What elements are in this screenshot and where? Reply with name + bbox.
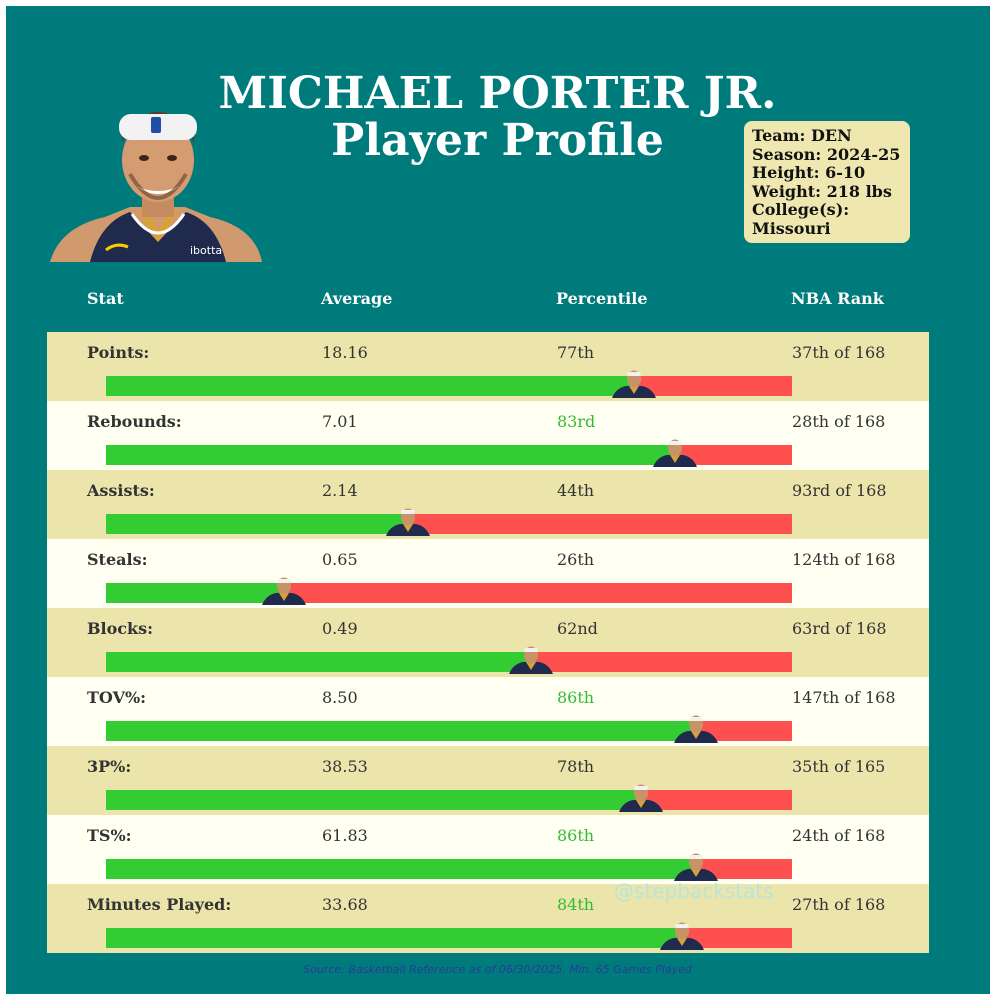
percentile-bar-remaining xyxy=(696,859,792,879)
stat-label: Points: xyxy=(87,343,150,362)
stat-label: Minutes Played: xyxy=(87,895,232,914)
player-marker-icon xyxy=(674,713,718,747)
percentile-bar-remaining xyxy=(408,514,792,534)
player-marker-icon xyxy=(612,368,656,402)
average-value: 7.01 xyxy=(322,412,358,431)
nba-rank-value: 35th of 165 xyxy=(792,757,886,776)
percentile-value: 26th xyxy=(557,550,595,569)
percentile-bar xyxy=(106,646,792,674)
table-row: 3P%: 38.53 78th 35th of 165 xyxy=(47,746,929,815)
nba-rank-value: 124th of 168 xyxy=(792,550,896,569)
average-value: 2.14 xyxy=(322,481,358,500)
percentile-bar-filled xyxy=(106,721,696,741)
table-row: TS%: 61.83 86th 24th of 168 xyxy=(47,815,929,884)
average-value: 61.83 xyxy=(322,826,368,845)
player-marker-icon xyxy=(660,920,704,954)
percentile-bar xyxy=(106,577,792,605)
percentile-bar-filled xyxy=(106,583,284,603)
table-row: Blocks: 0.49 62nd 63rd of 168 xyxy=(47,608,929,677)
info-college-label: College(s): xyxy=(752,200,850,219)
percentile-value: 84th xyxy=(557,895,595,914)
nba-rank-value: 63rd of 168 xyxy=(792,619,887,638)
player-marker-icon xyxy=(386,506,430,540)
percentile-bar-filled xyxy=(106,445,675,465)
source-note: Source: Basketball Reference as of 06/30… xyxy=(303,963,692,976)
percentile-bar-filled xyxy=(106,376,634,396)
stat-label: Blocks: xyxy=(87,619,154,638)
average-value: 0.49 xyxy=(322,619,358,638)
percentile-bar xyxy=(106,715,792,743)
percentile-value: 44th xyxy=(557,481,595,500)
percentile-bar xyxy=(106,853,792,881)
percentile-bar xyxy=(106,370,792,398)
average-value: 0.65 xyxy=(322,550,358,569)
chart-title: MICHAEL PORTER JR. xyxy=(218,68,777,119)
watermark: @stepbackstats xyxy=(614,879,774,903)
stat-label: TS%: xyxy=(87,826,132,845)
header-average: Average xyxy=(321,289,393,308)
nba-rank-value: 27th of 168 xyxy=(792,895,886,914)
table-row: Minutes Played: 33.68 84th 27th of 168 xyxy=(47,884,929,953)
percentile-value: 77th xyxy=(557,343,595,362)
percentile-bar-filled xyxy=(106,928,682,948)
info-team: Team: DEN xyxy=(752,126,852,145)
player-marker-icon xyxy=(262,575,306,609)
percentile-bar xyxy=(106,508,792,536)
info-college: Missouri xyxy=(752,218,831,238)
player-marker-icon xyxy=(509,644,553,678)
stat-label: 3P%: xyxy=(87,757,132,776)
percentile-bar-remaining xyxy=(696,721,792,741)
info-season: Season: 2024-25 xyxy=(752,144,901,164)
percentile-bar-remaining xyxy=(634,376,792,396)
percentile-bar xyxy=(106,784,792,812)
chart-subtitle: Player Profile xyxy=(331,115,664,166)
nba-rank-value: 147th of 168 xyxy=(792,688,896,707)
nba-rank-value: 37th of 168 xyxy=(792,343,886,362)
table-row: Rebounds: 7.01 83rd 28th of 168 xyxy=(47,401,929,470)
stat-label: Steals: xyxy=(87,550,148,569)
percentile-bar xyxy=(106,922,792,950)
table-row: Assists: 2.14 44th 93rd of 168 xyxy=(47,470,929,539)
header-percentile: Percentile xyxy=(556,289,648,308)
info-height: Height: 6-10 xyxy=(752,163,866,182)
percentile-bar-remaining xyxy=(284,583,792,603)
player-marker-icon xyxy=(653,437,697,471)
stats-table: Points: 18.16 77th 37th of 168 Rebounds: 7.01… xyxy=(47,332,929,953)
stat-label: Assists: xyxy=(87,481,155,500)
nba-rank-value: 24th of 168 xyxy=(792,826,886,845)
header-stat: Stat xyxy=(87,289,124,308)
header-nba-rank: NBA Rank xyxy=(791,289,884,308)
percentile-bar-filled xyxy=(106,652,531,672)
player-marker-icon xyxy=(619,782,663,816)
percentile-value: 78th xyxy=(557,757,595,776)
info-weight: Weight: 218 lbs xyxy=(752,181,892,201)
nba-rank-value: 93rd of 168 xyxy=(792,481,887,500)
percentile-bar-filled xyxy=(106,859,696,879)
percentile-bar-remaining xyxy=(675,445,792,465)
percentile-value: 86th xyxy=(557,826,595,845)
average-value: 38.53 xyxy=(322,757,368,776)
table-row: Steals: 0.65 26th 124th of 168 xyxy=(47,539,929,608)
svg-text:ibotta: ibotta xyxy=(190,244,222,257)
percentile-bar-remaining xyxy=(531,652,792,672)
percentile-bar xyxy=(106,439,792,467)
player-info-box: Team: DEN Season: 2024-25 Height: 6-10 W… xyxy=(744,121,910,243)
stat-label: Rebounds: xyxy=(87,412,182,431)
percentile-value: 86th xyxy=(557,688,595,707)
average-value: 33.68 xyxy=(322,895,368,914)
percentile-value: 62nd xyxy=(557,619,598,638)
percentile-bar-filled xyxy=(106,514,408,534)
player-headshot-image: ibotta xyxy=(50,112,262,262)
percentile-bar-remaining xyxy=(641,790,792,810)
table-row: TOV%: 8.50 86th 147th of 168 xyxy=(47,677,929,746)
average-value: 8.50 xyxy=(322,688,358,707)
stat-label: TOV%: xyxy=(87,688,147,707)
percentile-bar-remaining xyxy=(682,928,792,948)
nba-rank-value: 28th of 168 xyxy=(792,412,886,431)
percentile-bar-filled xyxy=(106,790,641,810)
player-marker-icon xyxy=(674,851,718,885)
table-row: Points: 18.16 77th 37th of 168 xyxy=(47,332,929,401)
percentile-value: 83rd xyxy=(557,412,596,431)
average-value: 18.16 xyxy=(322,343,368,362)
